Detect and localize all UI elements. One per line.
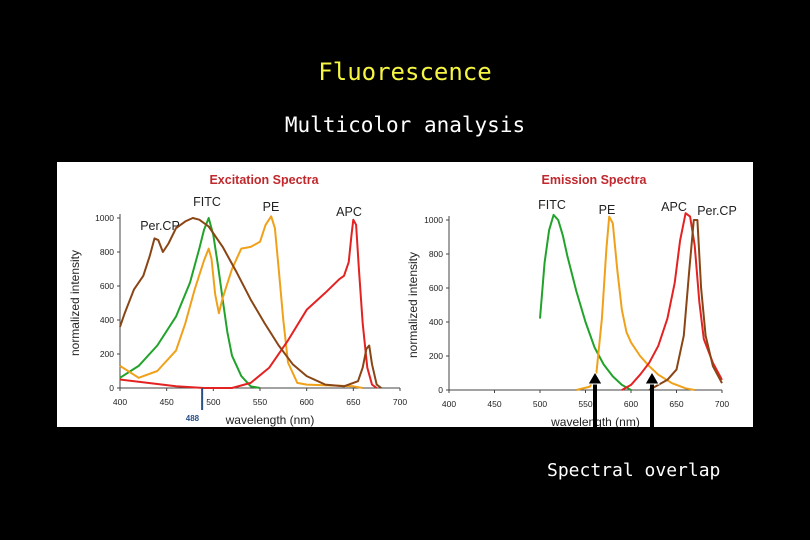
x-tick-label-0: 650: [346, 397, 360, 407]
x-tick-label-1: 600: [624, 399, 638, 409]
y-tick-label-1: 1000: [424, 215, 443, 225]
series-label-apc: APC: [661, 200, 687, 214]
y-tick-label-1: 400: [429, 317, 443, 327]
chart-title-1: Emission Spectra: [542, 173, 648, 187]
x-tick-label-0: 700: [393, 397, 407, 407]
y-tick-label-1: 0: [438, 385, 443, 395]
series-line-fitc: [539, 213, 632, 391]
x-tick-label-0: 550: [253, 397, 267, 407]
y-tick-label-1: 600: [429, 283, 443, 293]
y-axis-label-0: normalized intensity: [68, 250, 82, 356]
series-label-pe: PE: [599, 203, 616, 217]
y-tick-label-0: 600: [100, 281, 114, 291]
series-line-pe: [119, 215, 363, 389]
y-tick-label-0: 200: [100, 349, 114, 359]
series-line-percp: [119, 217, 382, 389]
slide-subtitle: Multicolor analysis: [284, 113, 526, 137]
series-line-percp: [648, 219, 723, 391]
spectral-overlap-label: Spectral overlap: [547, 460, 721, 481]
y-tick-label-0: 0: [109, 383, 114, 393]
series-line-fitc: [119, 217, 261, 389]
y-tick-label-0: 400: [100, 315, 114, 325]
y-axis-label-1: normalized intensity: [406, 252, 420, 358]
series-label-pe: PE: [263, 200, 280, 214]
series-label-percp: Per.CP: [697, 204, 737, 218]
x-tick-label-1: 650: [669, 399, 683, 409]
series-label-fitc: FITC: [193, 195, 221, 209]
series-line-apc: [119, 218, 378, 389]
y-tick-label-1: 200: [429, 351, 443, 361]
overlap-arrows: [587, 371, 660, 438]
laser-label-0: 488: [186, 414, 200, 423]
y-tick-label-0: 1000: [95, 213, 114, 223]
x-tick-label-1: 550: [578, 399, 592, 409]
x-tick-label-1: 700: [715, 399, 729, 409]
x-tick-label-0: 450: [160, 397, 174, 407]
series-label-fitc: FITC: [538, 198, 566, 212]
spectra-figure: Excitation Spectra 0 200 400 600 800 1000 400 45…: [57, 162, 753, 429]
x-axis-label-0: wavelength (nm): [225, 413, 315, 427]
x-tick-label-0: 500: [206, 397, 220, 407]
chart-title-0: Excitation Spectra: [209, 173, 319, 187]
x-tick-label-1: 500: [533, 399, 547, 409]
x-tick-label-1: 400: [442, 399, 456, 409]
series-line-pe: [576, 215, 695, 391]
series-label-apc: APC: [336, 205, 362, 219]
x-tick-label-0: 600: [300, 397, 314, 407]
y-tick-label-1: 800: [429, 249, 443, 259]
series-line-apc: [621, 212, 723, 391]
x-tick-label-1: 450: [487, 399, 501, 409]
series-label-percp: Per.CP: [140, 219, 180, 233]
y-tick-label-0: 800: [100, 247, 114, 257]
x-tick-label-0: 400: [113, 397, 127, 407]
slide-title: Fluorescence: [318, 58, 492, 86]
spectra-chart: Excitation Spectra 0 200 400 600 800 1000 400 45…: [68, 173, 737, 429]
